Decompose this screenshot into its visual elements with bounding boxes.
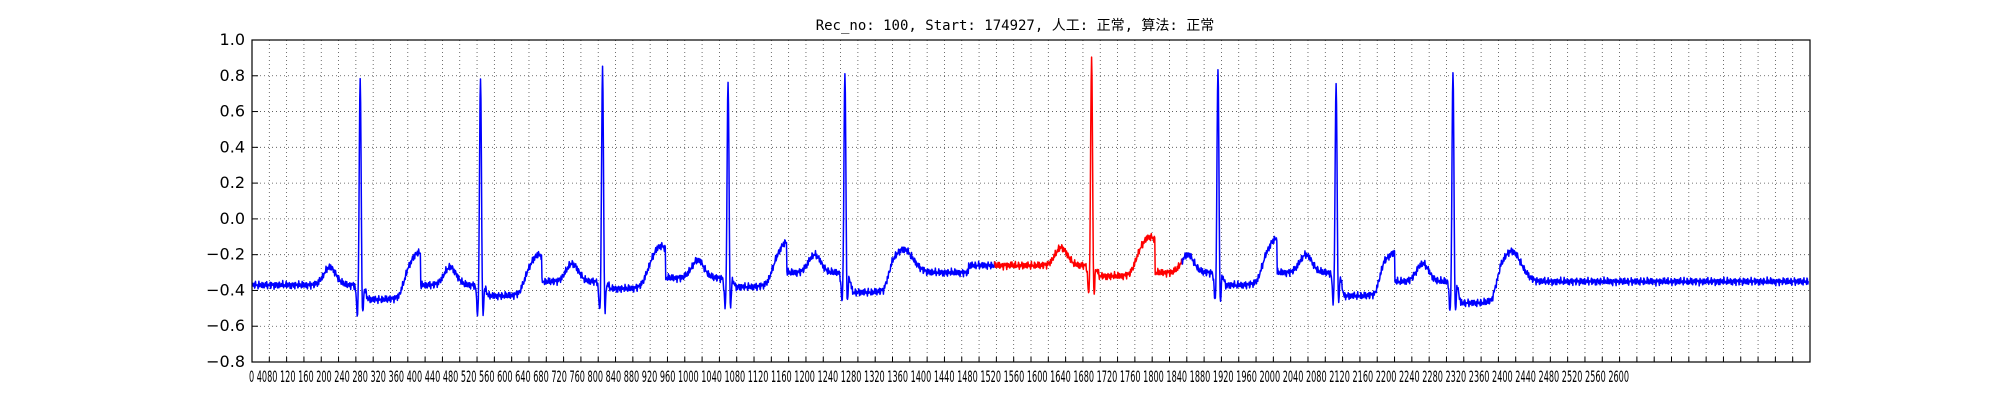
x-axis: 0 4080 120 160 200 240 280 320 360 400 4…	[249, 357, 1811, 386]
y-axis: 1.0 0.8 0.6 0.4 0.2 0.0 −0.2 −0.4 −0.6 −0.8	[206, 30, 258, 371]
y-tick-label: −0.6	[206, 316, 245, 335]
y-tick-label: −0.8	[206, 352, 245, 371]
ecg-series	[251, 65, 996, 317]
y-tick-label: 0.2	[220, 173, 245, 192]
ecg-series	[1181, 69, 1810, 311]
y-tick-label: 0.6	[220, 102, 245, 121]
chart-title: Rec_no: 100, Start: 174927, 人工: 正常, 算法: …	[816, 18, 1215, 34]
y-tick-label: −0.2	[206, 245, 245, 264]
x-tick-labels: 0 4080 120 160 200 240 280 320 360 400 4…	[249, 367, 1629, 386]
ecg-traces	[251, 56, 1810, 317]
y-tick-label: 0.8	[220, 66, 245, 85]
grid	[251, 39, 1811, 363]
y-tick-label: 0.0	[220, 209, 245, 228]
y-tick-label: 0.4	[220, 137, 245, 156]
y-tick-label: 1.0	[220, 30, 245, 49]
y-tick-label: −0.4	[206, 280, 245, 299]
ecg-series	[993, 56, 1183, 295]
